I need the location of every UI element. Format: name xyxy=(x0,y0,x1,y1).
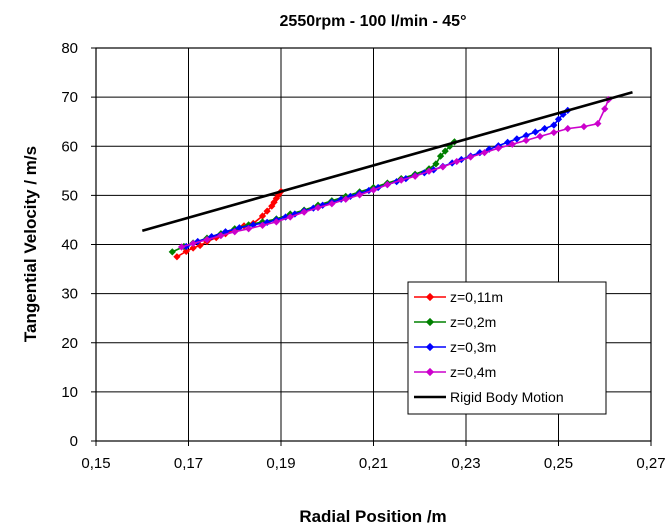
y-tick-label: 80 xyxy=(61,40,78,57)
series-rigid-body-motion xyxy=(141,90,633,232)
data-point xyxy=(173,253,181,261)
data-point xyxy=(397,176,405,184)
data-point xyxy=(369,186,378,194)
data-point xyxy=(522,136,530,144)
x-tick-label: 0,19 xyxy=(266,455,295,472)
legend-entry-label: z=0,11m xyxy=(450,289,503,305)
y-axis-label: Tangential Velocity / m/s xyxy=(21,146,40,342)
data-point xyxy=(467,153,475,161)
legend-swatch-marker xyxy=(425,342,435,352)
data-point xyxy=(494,144,502,152)
data-point xyxy=(550,121,558,129)
data-point xyxy=(328,200,336,208)
data-point xyxy=(272,218,280,226)
series-line xyxy=(141,90,633,232)
axis-ticks: 0,15 0,17 0,19 0,21 0,23 0,25 0,27 0 10 20 30 40 50 6… xyxy=(61,40,665,472)
data-point xyxy=(432,160,440,168)
legend: z=0,11m z=0,2m z=0,3m z=0,4m Rigid Body Moti… xyxy=(407,281,607,415)
data-point xyxy=(314,204,322,212)
y-tick-label: 30 xyxy=(61,286,78,303)
legend-box xyxy=(407,281,607,415)
legend-entry-label: Rigid Body Motion xyxy=(450,389,564,405)
data-point xyxy=(580,122,588,131)
data-point xyxy=(411,172,419,180)
legend-entry-label: z=0,4m xyxy=(450,364,496,380)
data-point xyxy=(480,149,489,157)
data-point xyxy=(513,135,521,143)
data-point xyxy=(177,243,186,251)
y-tick-label: 70 xyxy=(61,89,78,106)
data-point xyxy=(263,207,271,215)
legend-entry-label: z=0,3m xyxy=(450,339,496,355)
y-tick-label: 10 xyxy=(61,384,78,401)
legend-entry-label: z=0,2m xyxy=(450,314,496,330)
x-tick-label: 0,15 xyxy=(81,455,110,472)
data-point xyxy=(231,228,239,236)
x-tick-label: 0,25 xyxy=(544,455,573,472)
data-point xyxy=(564,124,572,133)
data-point xyxy=(594,120,602,128)
data-point xyxy=(439,163,447,171)
y-tick-label: 60 xyxy=(61,138,78,155)
x-tick-label: 0,17 xyxy=(174,455,203,472)
x-tick-label: 0,27 xyxy=(636,455,665,472)
series-layer xyxy=(141,90,633,261)
legend-swatch-marker xyxy=(425,292,435,302)
data-point xyxy=(168,248,176,256)
data-point xyxy=(441,147,449,155)
data-point xyxy=(182,247,190,256)
y-tick-label: 0 xyxy=(70,433,78,450)
data-point xyxy=(245,225,253,233)
series-z-0-4m xyxy=(177,95,613,251)
x-tick-label: 0,21 xyxy=(359,455,388,472)
legend-swatch-marker xyxy=(425,367,435,377)
x-axis-label: Radial Position /m xyxy=(299,507,446,526)
data-point xyxy=(356,191,364,199)
x-tick-label: 0,23 xyxy=(451,455,480,472)
data-point xyxy=(286,213,294,221)
chart-title: 2550rpm - 100 l/min - 45° xyxy=(280,13,467,30)
data-point xyxy=(436,152,445,160)
y-tick-label: 20 xyxy=(61,335,78,352)
data-point xyxy=(217,232,225,240)
data-point xyxy=(342,195,350,203)
data-point xyxy=(508,140,516,148)
data-point xyxy=(189,244,197,252)
data-point xyxy=(541,124,549,133)
y-tick-label: 40 xyxy=(61,237,78,254)
data-point xyxy=(189,239,197,248)
data-point xyxy=(554,115,563,123)
data-point xyxy=(601,105,609,113)
data-point xyxy=(383,180,391,189)
data-point xyxy=(550,128,558,137)
series-z-0-3m xyxy=(182,106,572,251)
data-point xyxy=(203,235,211,244)
data-point xyxy=(453,157,461,166)
data-point xyxy=(300,208,308,216)
gridlines xyxy=(96,48,651,441)
data-point xyxy=(258,221,267,229)
legend-swatch-marker xyxy=(425,317,435,327)
data-point xyxy=(425,167,433,175)
y-tick-label: 50 xyxy=(61,187,78,204)
data-point xyxy=(531,128,539,136)
data-point xyxy=(536,132,544,141)
